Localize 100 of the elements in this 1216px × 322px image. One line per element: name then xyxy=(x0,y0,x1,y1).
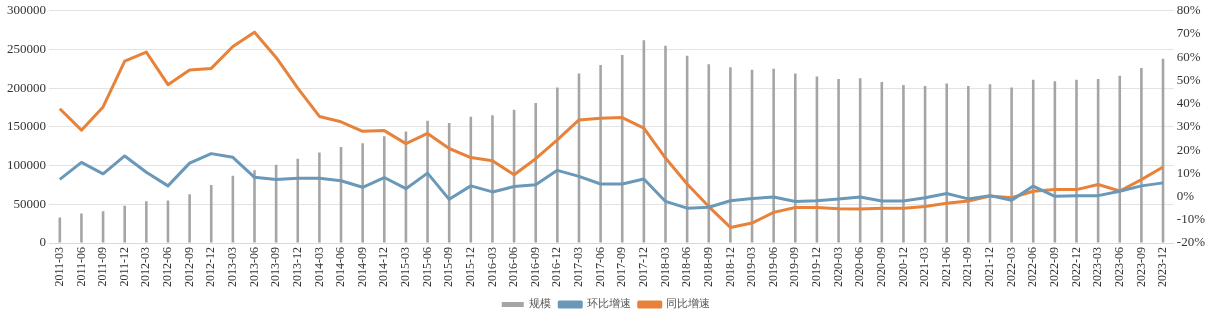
x-tick-label: 2020-12 xyxy=(895,247,910,287)
y2-tick-label: 0% xyxy=(1176,187,1195,203)
x-tick-label: 2015-09 xyxy=(441,247,456,287)
bar xyxy=(1010,87,1013,243)
y-tick-label: 0 xyxy=(39,234,46,250)
x-tick-label: 2017-06 xyxy=(592,247,607,287)
bar xyxy=(772,68,775,243)
x-tick-label: 2017-12 xyxy=(636,247,651,287)
x-tick-label: 2011-12 xyxy=(116,247,131,287)
bar xyxy=(793,73,797,243)
y-tick-label: 150000 xyxy=(7,118,46,134)
x-tick-label: 2022-03 xyxy=(1003,247,1018,287)
y2-tick-label: 40% xyxy=(1176,95,1201,111)
x-tick-label: 2017-03 xyxy=(571,247,586,287)
y2-tick-label: 10% xyxy=(1176,164,1201,180)
bar xyxy=(1075,79,1078,243)
x-tick-label: 2016-12 xyxy=(549,247,564,287)
x-tick-label: 2014-12 xyxy=(376,247,391,287)
x-tick-label: 2012-06 xyxy=(160,247,175,287)
x-tick-label: 2018-09 xyxy=(700,247,715,287)
bar xyxy=(620,54,624,243)
x-tick-label: 2023-09 xyxy=(1133,247,1148,287)
y2-tick-label: 50% xyxy=(1176,71,1201,87)
x-tick-label: 2011-06 xyxy=(73,247,88,287)
x-tick-label: 2012-09 xyxy=(181,247,196,287)
bar xyxy=(491,115,494,243)
y2-tick-label: 60% xyxy=(1176,48,1201,64)
x-tick-label: 2016-06 xyxy=(506,247,521,287)
x-tick-label: 2019-06 xyxy=(765,247,780,287)
x-tick-label: 2015-03 xyxy=(398,247,413,287)
x-tick-label: 2021-03 xyxy=(917,247,932,287)
x-tick-label: 2016-09 xyxy=(527,247,542,287)
bar xyxy=(1140,68,1143,243)
x-tick-label: 2013-06 xyxy=(246,247,261,287)
bar xyxy=(707,64,711,243)
x-tick-label: 2014-06 xyxy=(333,247,348,287)
bar xyxy=(945,83,949,243)
x-tick-label: 2023-03 xyxy=(1090,247,1105,287)
x-tick-label: 2021-06 xyxy=(938,247,953,287)
x-tick-label: 2019-03 xyxy=(744,247,759,287)
y2-tick-label: -20% xyxy=(1176,234,1206,250)
x-tick-label: 2022-06 xyxy=(1025,247,1040,287)
x-tick-label: 2023-06 xyxy=(1111,247,1126,287)
bar xyxy=(145,201,148,243)
x-tick-label: 2014-09 xyxy=(354,247,369,287)
x-tick-label: 2013-03 xyxy=(225,247,240,287)
x-tick-label: 2020-09 xyxy=(873,247,888,287)
y-tick-label: 200000 xyxy=(7,79,46,95)
y-tick-label: 100000 xyxy=(7,157,46,173)
x-tick-label: 2020-06 xyxy=(852,247,867,287)
y-tick-label: 50000 xyxy=(13,195,46,211)
bar xyxy=(426,120,429,243)
x-tick-label: 2011-09 xyxy=(95,247,110,287)
legend-label: 环比增速 xyxy=(586,297,631,311)
bar xyxy=(80,213,83,243)
x-tick-label: 2021-09 xyxy=(960,247,975,287)
bar xyxy=(967,85,970,243)
y2-tick-label: -10% xyxy=(1176,211,1206,227)
x-tick-label: 2023-12 xyxy=(1155,247,1170,287)
x-tick-label: 2012-03 xyxy=(138,247,153,287)
bar xyxy=(1118,75,1122,243)
bar xyxy=(556,87,559,243)
y2-tick-label: 70% xyxy=(1176,25,1201,41)
x-tick-label: 2019-12 xyxy=(809,247,824,287)
x-tick-label: 2018-03 xyxy=(657,247,672,287)
bar xyxy=(123,205,127,243)
x-tick-label: 2021-12 xyxy=(982,247,997,287)
bar xyxy=(837,78,840,243)
bar xyxy=(534,102,538,243)
x-tick-label: 2018-12 xyxy=(722,247,737,287)
bar xyxy=(188,194,191,243)
y-tick-label: 250000 xyxy=(7,40,46,56)
x-tick-label: 2011-03 xyxy=(51,247,66,287)
x-tick-label: 2020-03 xyxy=(830,247,845,287)
x-tick-label: 2013-09 xyxy=(268,247,283,287)
bar xyxy=(1031,79,1035,243)
x-tick-label: 2015-06 xyxy=(419,247,434,287)
x-tick-label: 2018-06 xyxy=(679,247,694,287)
y2-tick-label: 30% xyxy=(1176,118,1201,134)
bar xyxy=(599,64,602,243)
bar xyxy=(902,85,905,243)
x-tick-label: 2017-09 xyxy=(614,247,629,287)
x-tick-label: 2016-03 xyxy=(484,247,499,287)
legend-label: 同比增速 xyxy=(666,297,711,311)
y-tick-label: 300000 xyxy=(7,2,46,18)
x-tick-label: 2015-12 xyxy=(462,247,477,287)
x-tick-label: 2013-12 xyxy=(289,247,304,287)
bar xyxy=(209,184,213,243)
bar xyxy=(664,45,667,243)
legend-label: 规模 xyxy=(529,297,552,311)
x-tick-label: 2012-12 xyxy=(203,247,218,287)
bar xyxy=(253,170,256,243)
bar xyxy=(318,152,321,243)
bar xyxy=(729,67,732,243)
x-tick-label: 2019-09 xyxy=(787,247,802,287)
bar xyxy=(296,158,300,243)
x-tick-label: 2022-09 xyxy=(1047,247,1062,287)
bar xyxy=(382,136,386,243)
bar xyxy=(361,143,364,243)
y2-tick-label: 80% xyxy=(1176,2,1201,18)
